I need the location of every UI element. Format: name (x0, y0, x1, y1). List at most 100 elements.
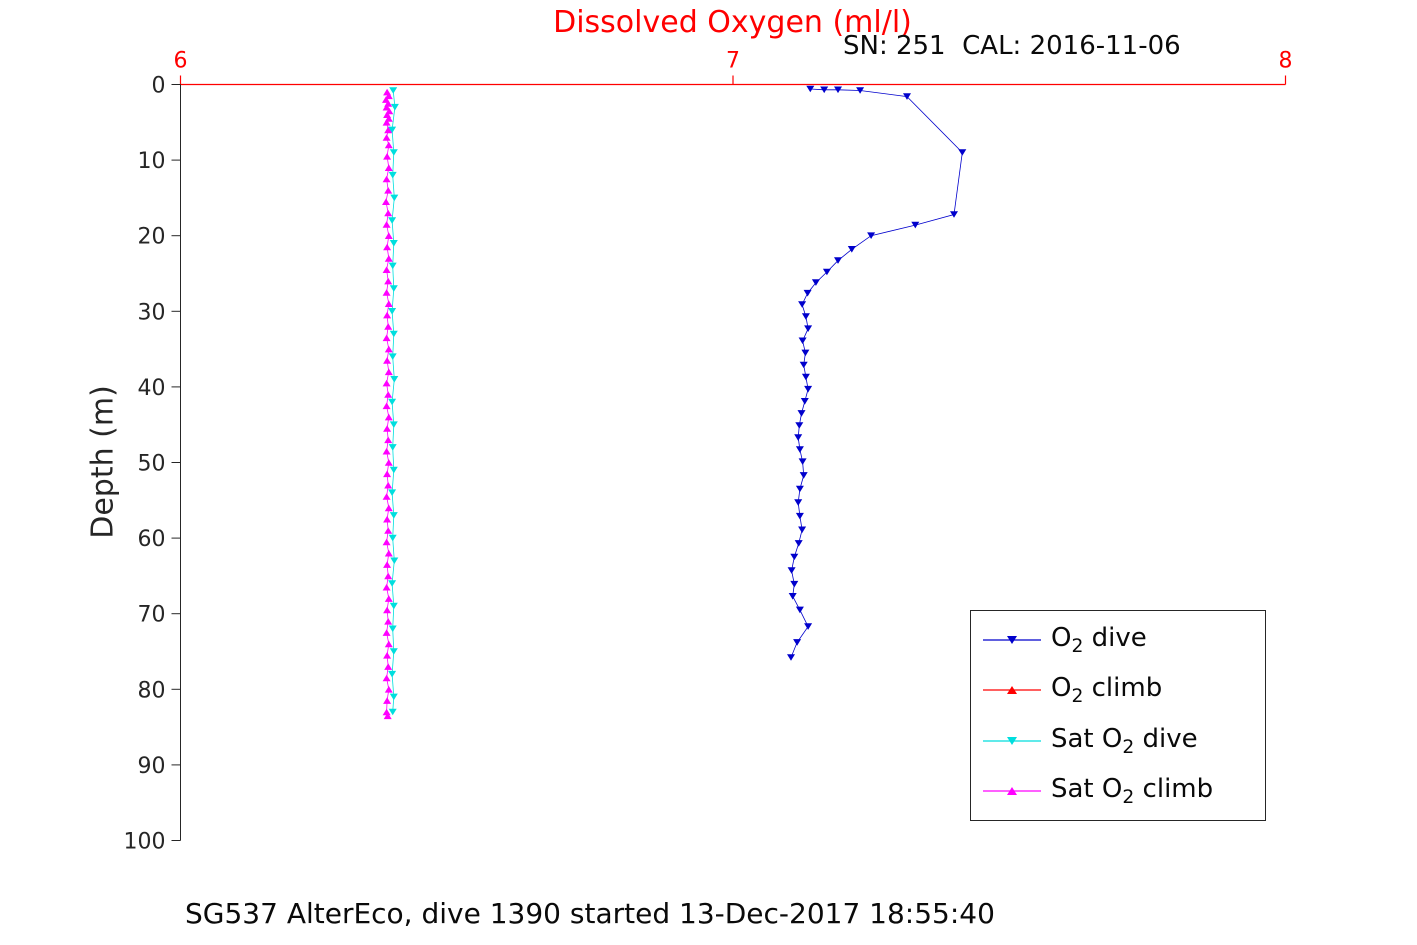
x-tick-label: 7 (726, 49, 740, 74)
series-marker-sat-o2-dive (388, 126, 397, 134)
series-marker-o2-dive (795, 422, 804, 429)
series-marker-sat-o2-dive (388, 262, 397, 270)
series-marker-sat-o2-climb (382, 538, 391, 546)
series-marker-sat-o2-dive (389, 421, 398, 428)
legend-sample-o2-climb (983, 686, 1041, 695)
y-tick-label: 0 (152, 74, 166, 99)
series-marker-sat-o2-climb (384, 141, 393, 149)
series-marker-sat-o2-climb (384, 481, 393, 489)
y-tick-label: 30 (138, 300, 166, 325)
sensor-sn-cal-annotation: SN: 251 CAL: 2016-11-06 (843, 31, 1181, 61)
series-marker-sat-o2-climb (384, 345, 393, 353)
series-marker-o2-dive (798, 337, 807, 345)
legend: O2 dive O2 climb Sat O2 dive Sat O2 climb (970, 610, 1266, 821)
series-marker-o2-dive (793, 639, 802, 646)
series-marker-sat-o2-dive (390, 103, 399, 111)
series-marker-o2-dive (847, 246, 856, 253)
series-marker-o2-dive (798, 458, 807, 465)
series-marker-o2-dive (801, 373, 810, 381)
series-marker-sat-o2-climb (382, 447, 391, 455)
x-tick-label: 6 (174, 49, 188, 74)
y-tick-label: 90 (138, 754, 166, 779)
series-line-o2-dive (790, 88, 963, 658)
series-marker-sat-o2-dive (389, 512, 398, 519)
series-marker-o2-dive (798, 301, 807, 308)
series-marker-sat-o2-climb (382, 334, 391, 342)
series-marker-sat-o2-climb (382, 379, 391, 387)
series-marker-sat-o2-climb (383, 515, 392, 523)
series-marker-o2-dive (811, 279, 820, 286)
series-marker-sat-o2-climb (384, 164, 393, 171)
series-marker-o2-dive (800, 398, 809, 405)
series-marker-sat-o2-dive (389, 693, 398, 701)
y-tick-label: 40 (138, 376, 166, 401)
series-marker-sat-o2-climb (384, 368, 393, 376)
series-marker-sat-o2-climb (382, 266, 391, 273)
series-marker-o2-dive (958, 149, 967, 156)
series-marker-sat-o2-climb (383, 311, 392, 319)
legend-label-o2-dive: O2 dive (1051, 623, 1147, 658)
series-marker-sat-o2-climb (383, 697, 392, 704)
series-marker-o2-dive (799, 472, 808, 479)
series-marker-o2-dive (820, 86, 829, 94)
series-marker-o2-dive (804, 623, 813, 630)
series-marker-sat-o2-dive (388, 580, 397, 587)
series-marker-sat-o2-climb (382, 629, 391, 636)
series-marker-sat-o2-dive (388, 171, 397, 179)
series-marker-o2-dive (798, 526, 807, 534)
series-marker-sat-o2-climb (382, 134, 391, 141)
series-marker-sat-o2-climb (384, 459, 393, 466)
legend-sample-sat-o2-dive (983, 736, 1041, 745)
y-tick-label: 10 (138, 149, 166, 174)
series-marker-o2-dive (822, 268, 831, 276)
y-tick-label: 70 (138, 603, 166, 628)
series-marker-o2-dive (788, 593, 797, 600)
series-marker-sat-o2-climb (384, 572, 393, 580)
series-marker-sat-o2-climb (382, 119, 391, 126)
series-marker-sat-o2-dive (388, 217, 397, 224)
chart-title: Dissolved Oxygen (ml/l) (553, 5, 912, 40)
series-marker-o2-dive (834, 257, 842, 264)
series-marker-sat-o2-climb (382, 674, 391, 682)
series-marker-sat-o2-climb (382, 493, 391, 500)
series-marker-o2-dive (794, 499, 803, 506)
legend-item-o2-climb: O2 climb (971, 673, 1265, 707)
series-marker-o2-dive (806, 85, 815, 93)
series-marker-sat-o2-climb (384, 187, 393, 194)
series-marker-sat-o2-climb (384, 686, 393, 693)
series-marker-sat-o2-dive (389, 602, 398, 610)
series-marker-sat-o2-climb (384, 504, 393, 512)
series-marker-sat-o2-dive (390, 376, 399, 383)
series-marker-o2-dive (834, 86, 842, 94)
series-marker-sat-o2-climb (382, 221, 391, 228)
series-marker-sat-o2-climb (383, 357, 392, 364)
series-marker-o2-dive (804, 325, 813, 332)
series-marker-sat-o2-climb (384, 209, 393, 217)
series-marker-sat-o2-climb (383, 606, 392, 614)
series-marker-sat-o2-dive (388, 489, 397, 496)
legend-sample-o2-dive (983, 636, 1041, 645)
series-marker-sat-o2-climb (384, 663, 393, 670)
series-marker-o2-dive (787, 654, 795, 661)
series-marker-sat-o2-climb (384, 232, 393, 239)
legend-sample-sat-o2-climb (983, 786, 1041, 795)
series-marker-sat-o2-dive (388, 708, 397, 716)
series-marker-sat-o2-climb (382, 198, 390, 205)
series-marker-o2-dive (856, 87, 865, 94)
series-marker-o2-dive (799, 361, 808, 369)
series-marker-sat-o2-climb (384, 618, 393, 625)
series-marker-sat-o2-climb (384, 255, 393, 262)
series-marker-sat-o2-climb (382, 103, 391, 111)
series-marker-sat-o2-climb (384, 640, 393, 648)
series-marker-o2-dive (787, 567, 796, 574)
series-marker-o2-dive (797, 410, 806, 417)
series-marker-sat-o2-climb (383, 243, 392, 251)
legend-marker-o2-climb (1007, 686, 1017, 695)
y-tick-label: 20 (138, 225, 166, 250)
series-marker-sat-o2-dive (388, 398, 397, 406)
series-marker-sat-o2-climb (383, 712, 392, 720)
series-marker-sat-o2-climb (383, 561, 392, 568)
series-marker-sat-o2-climb (384, 391, 393, 398)
legend-label-sat-o2-dive: Sat O2 dive (1051, 723, 1198, 758)
